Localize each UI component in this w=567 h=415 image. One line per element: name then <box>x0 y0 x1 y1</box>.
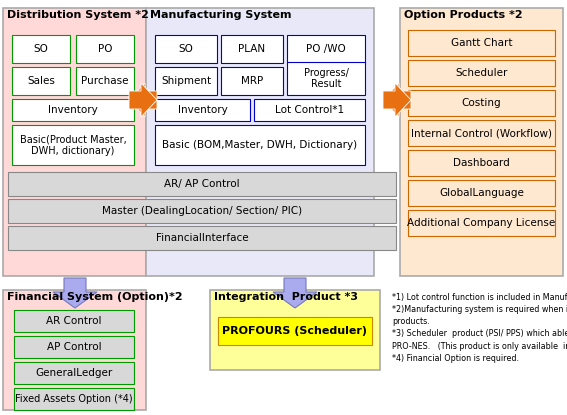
Text: Lot Control*1: Lot Control*1 <box>275 105 344 115</box>
Bar <box>3 290 146 410</box>
Bar <box>8 199 396 223</box>
Bar <box>210 290 380 370</box>
Text: Fixed Assets Option (*4): Fixed Assets Option (*4) <box>15 394 133 404</box>
Text: Shipment: Shipment <box>161 76 211 86</box>
Bar <box>14 310 134 332</box>
Text: GeneralLedger: GeneralLedger <box>35 368 113 378</box>
Text: Basic (BOM,Master, DWH, Dictionary): Basic (BOM,Master, DWH, Dictionary) <box>162 140 358 150</box>
Text: Sales: Sales <box>27 76 55 86</box>
Text: SO: SO <box>33 44 48 54</box>
Text: AP Control: AP Control <box>46 342 101 352</box>
Text: AR Control: AR Control <box>46 316 101 326</box>
Bar <box>408 180 555 206</box>
Bar <box>287 35 365 63</box>
Bar <box>287 62 365 95</box>
Text: AR/ AP Control: AR/ AP Control <box>164 179 240 189</box>
Text: Gantt Chart: Gantt Chart <box>451 38 512 48</box>
Text: Progress/
Result: Progress/ Result <box>303 68 349 89</box>
FancyArrow shape <box>383 83 411 117</box>
Bar <box>12 67 70 95</box>
Text: Basic(Product Master,
DWH, dictionary): Basic(Product Master, DWH, dictionary) <box>20 134 126 156</box>
Text: Additional Company License: Additional Company License <box>407 218 556 228</box>
Bar <box>12 99 134 121</box>
Bar <box>155 125 365 165</box>
Bar <box>3 8 146 276</box>
Bar <box>8 172 396 196</box>
Bar <box>155 67 217 95</box>
Bar <box>221 67 283 95</box>
FancyArrow shape <box>129 83 157 117</box>
Text: Distribution System *2: Distribution System *2 <box>7 10 149 20</box>
Bar <box>254 99 365 121</box>
Bar <box>76 67 134 95</box>
Text: Purchase: Purchase <box>81 76 129 86</box>
Text: Financial System (Option)*2: Financial System (Option)*2 <box>7 292 183 302</box>
Text: GlobalLanguage: GlobalLanguage <box>439 188 524 198</box>
Text: Inventory: Inventory <box>177 105 227 115</box>
Bar <box>408 60 555 86</box>
Bar <box>408 90 555 116</box>
Text: PROFOURS (Scheduler): PROFOURS (Scheduler) <box>222 326 367 336</box>
Text: Dashboard: Dashboard <box>453 158 510 168</box>
Bar <box>146 8 374 276</box>
FancyArrow shape <box>273 278 317 308</box>
Bar <box>408 30 555 56</box>
Text: PO: PO <box>98 44 112 54</box>
Bar <box>76 35 134 63</box>
Text: Internal Control (Workflow): Internal Control (Workflow) <box>411 128 552 138</box>
Text: PO /WO: PO /WO <box>306 44 346 54</box>
Bar <box>400 8 563 276</box>
Text: Option Products *2: Option Products *2 <box>404 10 523 20</box>
Text: Integration  Product *3: Integration Product *3 <box>214 292 358 302</box>
Bar <box>12 35 70 63</box>
FancyArrow shape <box>53 278 97 308</box>
Bar <box>155 35 217 63</box>
Text: FinancialInterface: FinancialInterface <box>156 233 248 243</box>
Bar <box>218 317 372 345</box>
Bar <box>8 226 396 250</box>
Bar <box>14 388 134 410</box>
Bar <box>408 120 555 146</box>
Bar <box>155 99 250 121</box>
Text: Master (DealingLocation/ Section/ PIC): Master (DealingLocation/ Section/ PIC) <box>102 206 302 216</box>
Text: Inventory: Inventory <box>48 105 98 115</box>
FancyArrow shape <box>129 83 157 117</box>
Text: Scheduler: Scheduler <box>455 68 507 78</box>
Bar <box>14 336 134 358</box>
Bar <box>408 150 555 176</box>
Text: *1) Lot control function is included in Manufacturing System.
*2)Manufacturing s: *1) Lot control function is included in … <box>392 293 567 363</box>
Text: MRP: MRP <box>241 76 263 86</box>
Text: Costing: Costing <box>462 98 501 108</box>
Bar <box>408 210 555 236</box>
Text: SO: SO <box>179 44 193 54</box>
FancyArrow shape <box>383 83 411 117</box>
Bar <box>12 125 134 165</box>
Bar <box>221 35 283 63</box>
Text: PLAN: PLAN <box>239 44 265 54</box>
Bar <box>14 362 134 384</box>
Text: Manufacturing System: Manufacturing System <box>150 10 291 20</box>
